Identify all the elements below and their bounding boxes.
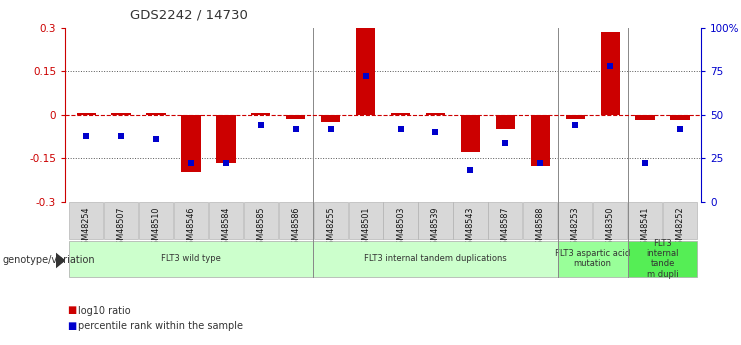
- FancyBboxPatch shape: [628, 240, 697, 277]
- Text: GSM48587: GSM48587: [501, 206, 510, 250]
- Text: genotype/variation: genotype/variation: [2, 256, 95, 265]
- FancyBboxPatch shape: [279, 202, 313, 239]
- Text: GSM48510: GSM48510: [151, 206, 161, 250]
- Bar: [321, 115, 340, 122]
- Bar: [531, 115, 550, 166]
- Text: FLT3 internal tandem duplications: FLT3 internal tandem duplications: [364, 254, 507, 263]
- Text: GSM48501: GSM48501: [361, 206, 370, 250]
- Text: GSM48254: GSM48254: [82, 206, 90, 250]
- Bar: [391, 113, 411, 115]
- Text: ■: ■: [67, 321, 76, 331]
- Text: GSM48588: GSM48588: [536, 206, 545, 250]
- Bar: [111, 113, 130, 115]
- Polygon shape: [56, 253, 64, 268]
- FancyBboxPatch shape: [174, 202, 208, 239]
- Text: percentile rank within the sample: percentile rank within the sample: [78, 321, 243, 331]
- Text: GSM48585: GSM48585: [256, 206, 265, 250]
- FancyBboxPatch shape: [383, 202, 418, 239]
- Bar: [76, 113, 96, 115]
- Bar: [636, 115, 655, 120]
- FancyBboxPatch shape: [419, 202, 453, 239]
- Bar: [286, 115, 305, 119]
- Text: GSM48255: GSM48255: [326, 206, 335, 250]
- Bar: [565, 115, 585, 119]
- Text: GDS2242 / 14730: GDS2242 / 14730: [130, 9, 247, 22]
- Bar: [461, 115, 480, 152]
- Text: GSM48541: GSM48541: [640, 206, 650, 250]
- Text: GSM48586: GSM48586: [291, 206, 300, 250]
- FancyBboxPatch shape: [69, 240, 313, 277]
- FancyBboxPatch shape: [209, 202, 243, 239]
- FancyBboxPatch shape: [69, 202, 103, 239]
- Text: FLT3 wild type: FLT3 wild type: [161, 254, 221, 263]
- Text: GSM48546: GSM48546: [187, 206, 196, 250]
- FancyBboxPatch shape: [558, 202, 592, 239]
- Bar: [671, 115, 690, 120]
- Text: GSM48252: GSM48252: [676, 206, 685, 250]
- Text: log10 ratio: log10 ratio: [78, 306, 130, 315]
- Text: GSM48503: GSM48503: [396, 206, 405, 250]
- Text: GSM48539: GSM48539: [431, 206, 440, 250]
- Text: FLT3
internal
tande
m dupli: FLT3 internal tande m dupli: [646, 239, 679, 279]
- FancyBboxPatch shape: [348, 202, 383, 239]
- Bar: [251, 113, 270, 115]
- FancyBboxPatch shape: [244, 202, 278, 239]
- FancyBboxPatch shape: [313, 240, 558, 277]
- FancyBboxPatch shape: [453, 202, 488, 239]
- Bar: [356, 26, 375, 115]
- Bar: [216, 115, 236, 164]
- FancyBboxPatch shape: [593, 202, 628, 239]
- Bar: [147, 113, 166, 115]
- FancyBboxPatch shape: [488, 202, 522, 239]
- FancyBboxPatch shape: [523, 202, 557, 239]
- Text: GSM48584: GSM48584: [222, 206, 230, 250]
- Text: GSM48507: GSM48507: [116, 206, 126, 250]
- Bar: [182, 115, 201, 172]
- FancyBboxPatch shape: [663, 202, 697, 239]
- FancyBboxPatch shape: [313, 202, 348, 239]
- FancyBboxPatch shape: [628, 202, 662, 239]
- Bar: [600, 32, 619, 115]
- FancyBboxPatch shape: [139, 202, 173, 239]
- Bar: [426, 113, 445, 115]
- FancyBboxPatch shape: [558, 240, 628, 277]
- Text: ■: ■: [67, 306, 76, 315]
- FancyBboxPatch shape: [104, 202, 139, 239]
- Bar: [496, 115, 515, 129]
- Text: GSM48253: GSM48253: [571, 206, 579, 250]
- Text: GSM48350: GSM48350: [605, 206, 615, 250]
- Text: GSM48543: GSM48543: [466, 206, 475, 250]
- Text: FLT3 aspartic acid
mutation: FLT3 aspartic acid mutation: [555, 249, 631, 268]
